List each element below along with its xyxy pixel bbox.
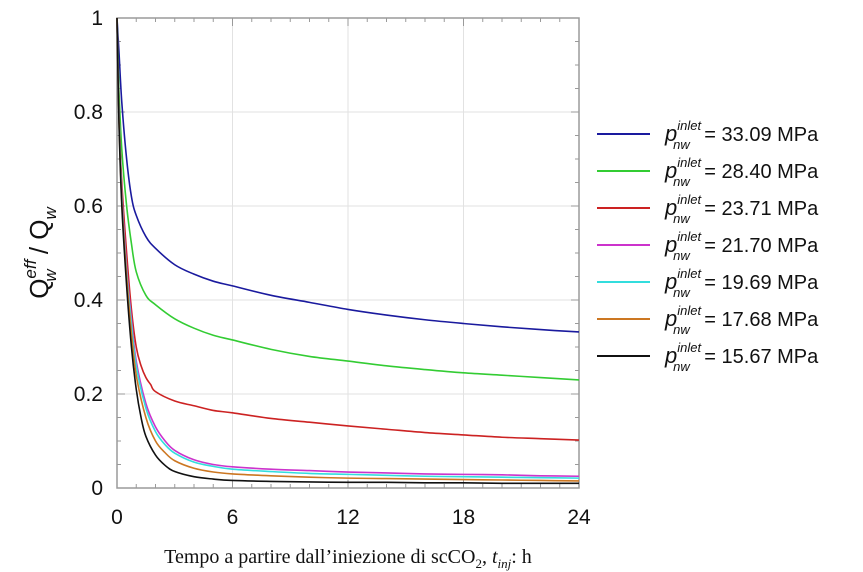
legend-label-2: pinlet nw = 28.40 MPa	[664, 155, 819, 189]
legend-label-6: pinlet nw = 17.68 MPa	[664, 303, 819, 337]
x-tick-label: 24	[567, 506, 591, 529]
x-tick-label: 0	[111, 506, 123, 529]
x-label-prefix: Tempo a partire dall’iniezione di scCO	[164, 546, 475, 568]
legend-label-1: pinlet nw = 33.09 MPa	[664, 118, 819, 152]
legend-label-5: pinlet nw = 19.69 MPa	[664, 266, 819, 300]
y-label-main: Q	[24, 279, 54, 299]
legend-label-4: pinlet nw = 21.70 MPa	[664, 229, 819, 263]
x-label-sub: 2	[475, 556, 482, 571]
x-label-suffix: : h	[511, 546, 532, 568]
y-tick-label: 0.8	[74, 101, 103, 124]
series-line-7	[116, 17, 580, 485]
grid-lines	[116, 17, 580, 489]
y-tick-label: 0.6	[74, 195, 103, 218]
y-tick-labels: 0 0.2 0.4 0.6 0.8 1	[74, 7, 104, 500]
x-tick-labels: 0 6 12 18 24	[111, 506, 591, 529]
x-tick-label: 18	[452, 506, 475, 529]
y-tick-label: 1	[91, 7, 103, 30]
y-label-sep: /	[24, 240, 54, 262]
x-label-mid: ,	[482, 546, 492, 568]
legend-label-7: pinlet nw = 15.67 MPa	[664, 340, 819, 374]
series-lines	[116, 17, 580, 485]
series-line-1	[116, 17, 580, 333]
y-label-sub: w	[41, 268, 60, 282]
y-label-denom: Q	[24, 219, 54, 239]
series-line-3	[116, 17, 580, 441]
y-label-sup: eff	[21, 257, 40, 278]
y-tick-label: 0.4	[74, 289, 104, 312]
y-tick-label: 0.2	[74, 383, 103, 406]
x-tick-label: 12	[336, 506, 359, 529]
series-line-2	[116, 17, 580, 381]
legend-label-3: pinlet nw = 23.71 MPa	[664, 192, 819, 226]
plot-frame	[116, 17, 580, 489]
x-axis-label: Tempo a partire dall’iniezione di scCO2,…	[164, 546, 532, 571]
x-tick-label: 6	[227, 506, 239, 529]
y-axis-label: Qeffw / Qw	[21, 205, 60, 298]
y-label-denom-sub: w	[41, 205, 60, 219]
x-label-var: t	[492, 546, 498, 568]
y-tick-label: 0	[91, 477, 103, 500]
x-label-var-sub: inj	[498, 556, 512, 571]
